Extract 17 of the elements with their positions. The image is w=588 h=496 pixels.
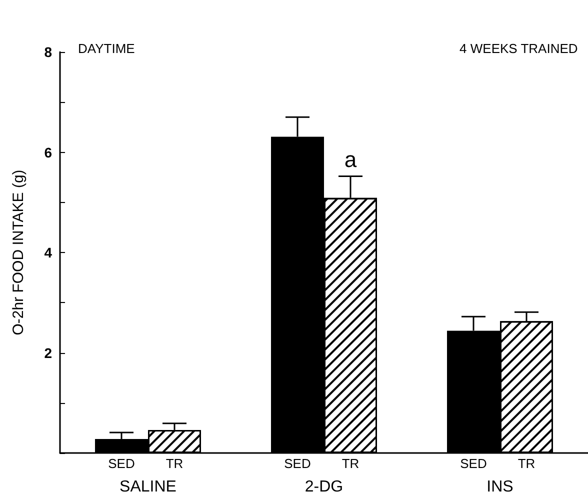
text: TR xyxy=(342,456,360,471)
x-tick-label: SALINE xyxy=(120,478,176,496)
x-tick-label: INS xyxy=(486,478,514,496)
y-axis-title: O-2hr FOOD INTAKE (g) xyxy=(10,170,27,336)
y-tick-label: 6 xyxy=(44,144,52,160)
y-tick-label: 8 xyxy=(44,44,52,60)
y-tick-label: 2 xyxy=(44,344,52,361)
y-tick-label: 4 xyxy=(44,244,52,260)
annotation: DAYTIME xyxy=(78,41,136,56)
text: TR xyxy=(518,456,536,471)
series-label: SED xyxy=(108,456,135,471)
text: SED xyxy=(460,456,487,471)
annotation: a xyxy=(344,146,358,172)
annotation: 4 WEEKS TRAINED xyxy=(460,41,578,56)
text: SED xyxy=(284,456,311,471)
series-label: TR xyxy=(166,456,184,471)
x-tick-label: 2-DG xyxy=(304,478,344,496)
